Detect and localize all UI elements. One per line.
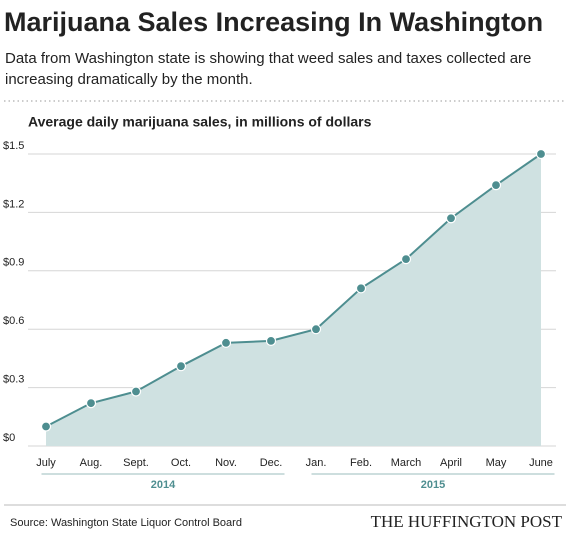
x-tick-label: June <box>529 457 553 469</box>
x-tick-label: Dec. <box>260 457 283 469</box>
point <box>535 148 547 160</box>
x-group-label: 2015 <box>421 479 445 491</box>
point <box>85 398 97 409</box>
y-tick-label: $0.3 <box>3 374 24 386</box>
x-tick-label: Nov. <box>215 457 237 469</box>
chart-title: Marijuana Sales Increasing In Washington <box>4 7 543 37</box>
point <box>445 213 457 224</box>
brand: THE HUFFINGTON POST <box>371 512 563 531</box>
point <box>265 335 277 346</box>
point <box>40 421 52 432</box>
x-tick-label: Feb. <box>350 457 372 469</box>
point <box>130 386 142 397</box>
source: Source: Washington State Liquor Control … <box>10 517 242 529</box>
point <box>400 254 412 265</box>
y-tick-label: $1.5 <box>3 140 24 152</box>
x-tick-label: July <box>36 457 56 469</box>
x-tick-label: May <box>486 457 507 469</box>
point <box>490 180 502 191</box>
point <box>175 361 187 372</box>
y-tick-label: $1.2 <box>3 198 24 210</box>
y-tick-label: $0.9 <box>3 257 24 269</box>
point <box>355 283 367 294</box>
point <box>310 324 322 335</box>
line <box>45 153 542 428</box>
x-tick-label: Oct. <box>171 457 191 469</box>
x-tick-label: Aug. <box>80 457 103 469</box>
y-tick-label: $0.6 <box>3 315 24 327</box>
x-tick-label: Jan. <box>306 457 327 469</box>
subtitle: Data from Washington state is showing th… <box>5 50 531 67</box>
point <box>220 337 232 348</box>
y-tick-label: $0 <box>3 432 15 444</box>
area <box>46 154 541 446</box>
subtitle: increasing dramatically by the month. <box>5 71 253 88</box>
x-group-label: 2014 <box>151 479 176 491</box>
x-tick-label: March <box>391 457 422 469</box>
x-tick-label: April <box>440 457 462 469</box>
x-tick-label: Sept. <box>123 457 149 469</box>
chart-heading: Average daily marijuana sales, in millio… <box>28 114 372 130</box>
